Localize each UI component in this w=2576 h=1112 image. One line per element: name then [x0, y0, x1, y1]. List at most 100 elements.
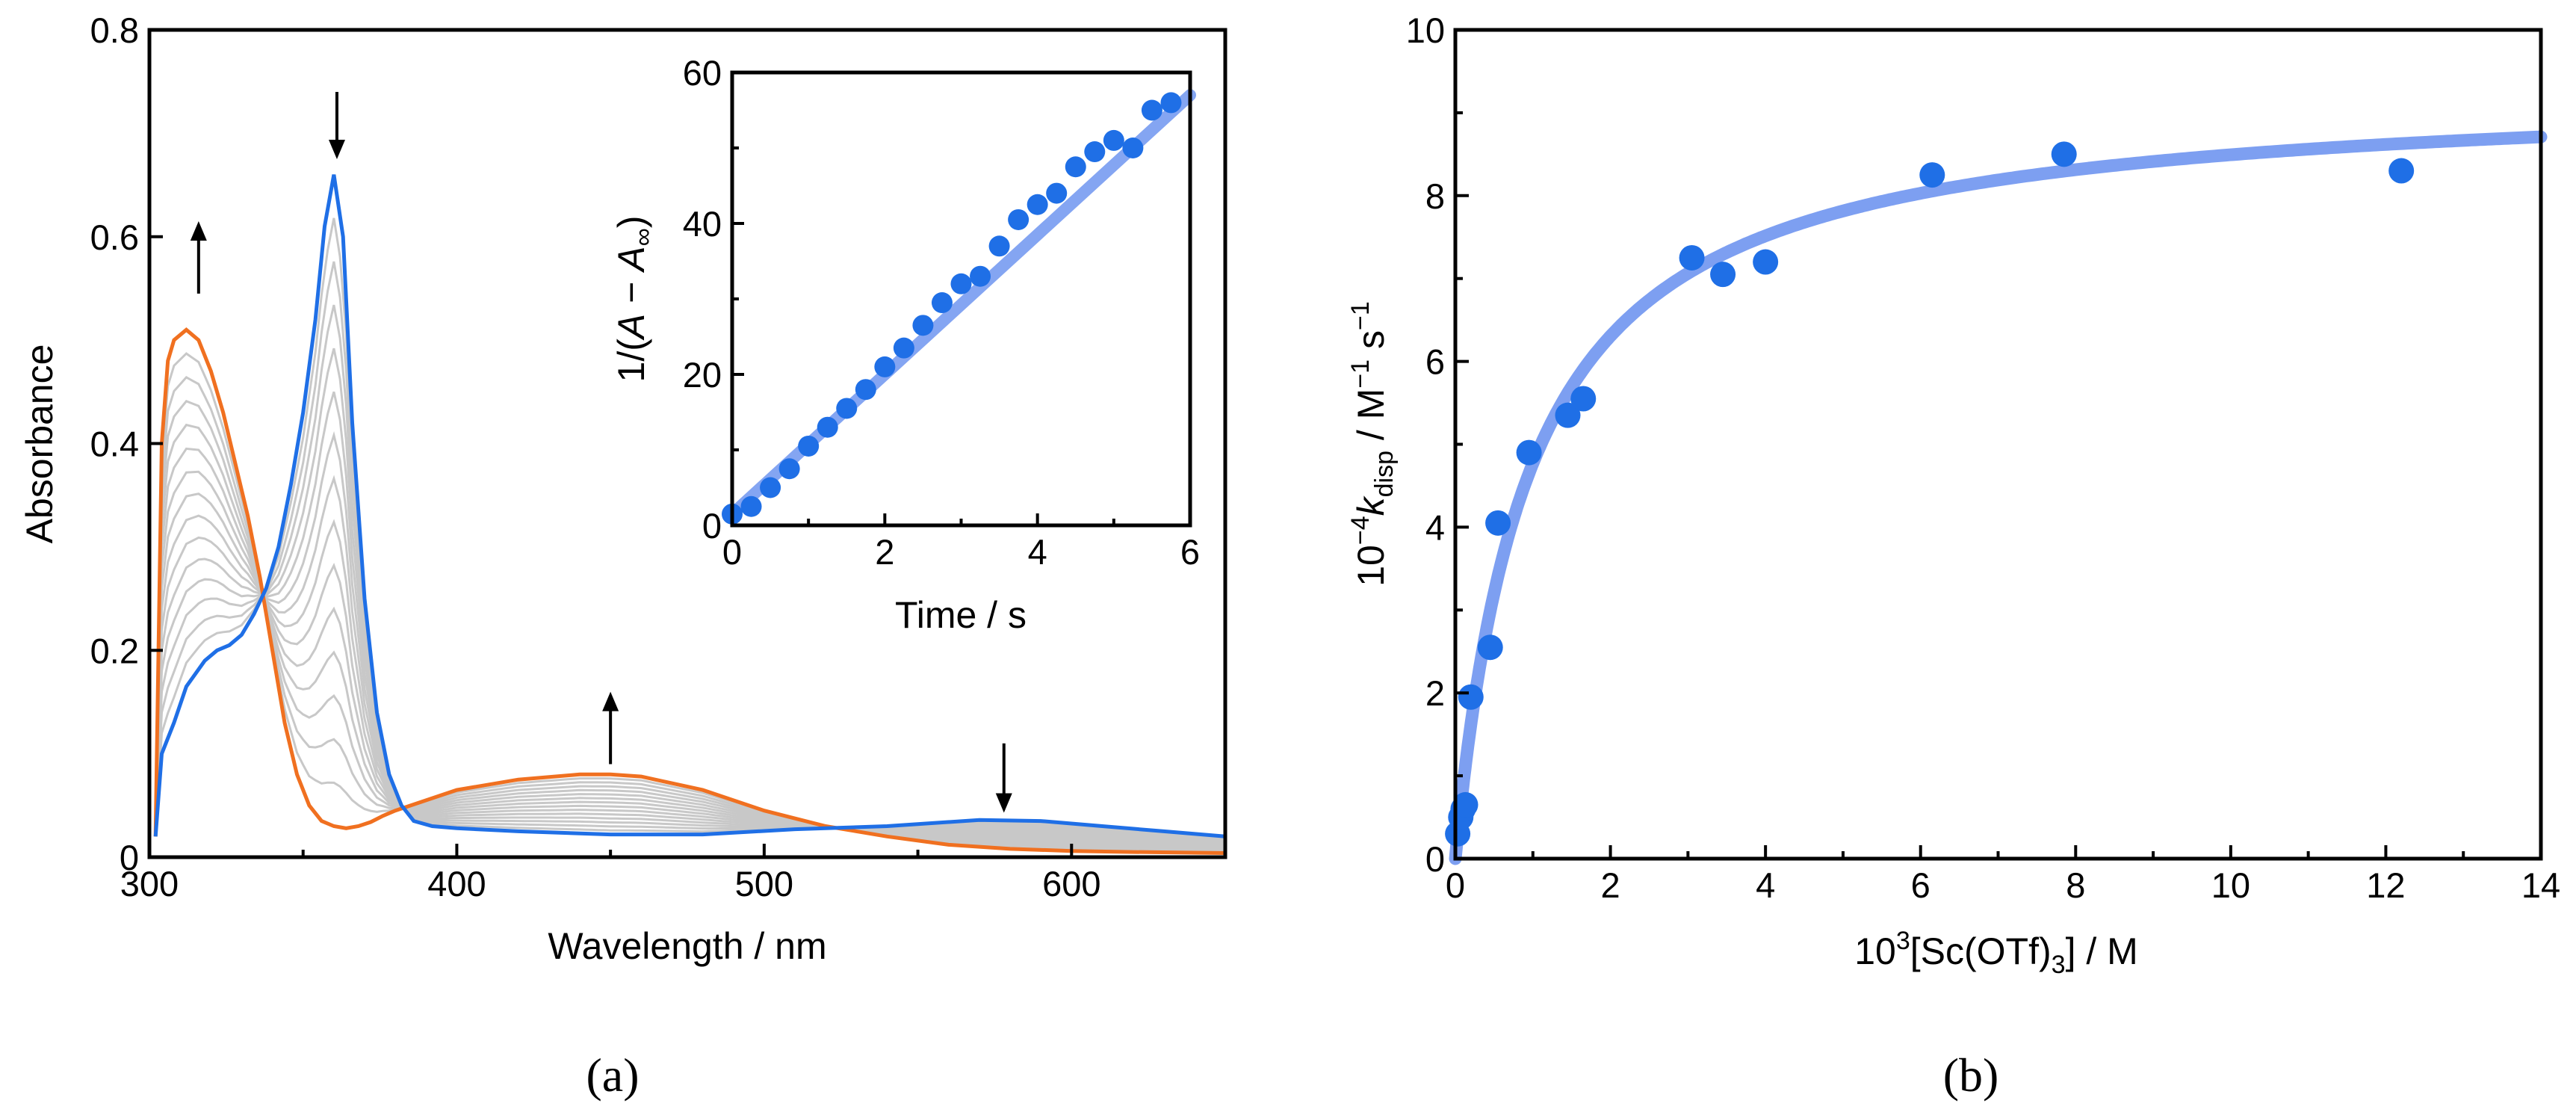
inset-data-point: [1141, 99, 1162, 121]
panel-b-x-tick-label: 2: [1601, 865, 1620, 905]
panel-b-data-point: [1919, 162, 1945, 188]
intermediate-spectrum-5: [154, 391, 1226, 844]
inset-data-point: [988, 235, 1010, 257]
intermediate-spectra: [154, 217, 1226, 853]
spectral-change-arrows: [190, 92, 1012, 813]
inset-y-tick-label: 20: [683, 355, 722, 395]
intermediate-spectrum-12: [154, 400, 1226, 851]
inset-x-tick-label: 2: [875, 532, 894, 572]
panel-b-data-point: [2388, 158, 2415, 184]
panel-b-data-point: [1485, 510, 1511, 536]
panel-a-x-tick-label: 300: [120, 864, 179, 904]
inset-data-point: [1008, 208, 1030, 230]
inset-data-point: [1027, 194, 1048, 215]
panel-a-x-tick-label: 500: [735, 864, 793, 904]
panel-b-data-point: [1452, 791, 1479, 818]
inset-data-point: [912, 315, 934, 336]
panel-a-x-ticks: 300 400 500 600: [120, 844, 1100, 904]
inset-x-tick-label: 0: [722, 532, 742, 572]
panel-b-x-ticks: 0 2 4 6 8 10 12 14: [1446, 845, 2560, 905]
inset-data-point: [855, 379, 876, 401]
inset-x-tick-label: 6: [1180, 532, 1200, 572]
inset-data-point: [817, 416, 838, 438]
arrow-down-2: [328, 92, 345, 159]
inset-data-point: [836, 398, 858, 419]
inset-x-ticks: 0 2 4 6: [722, 513, 1200, 572]
initial-spectrum-line: [153, 174, 1226, 838]
inset-data-point: [931, 292, 953, 314]
inset-data-point: [1065, 156, 1086, 178]
panel-a-spectra: 300 400 500 600 00.20.40.60.8 Wavelength / …: [19, 10, 1227, 1102]
panel-b-y-tick-label: 4: [1425, 507, 1445, 547]
panel-b-x-axis-label: 103[Sc(OTf)3] / M: [1854, 927, 2138, 979]
inset-data-point: [1122, 138, 1144, 158]
inset-y-ticks: 0 20 40 60: [683, 53, 744, 546]
inset-data-point: [1084, 141, 1106, 163]
saturation-fit-curve: [1449, 130, 2548, 865]
panel-b-data-point: [1477, 634, 1503, 661]
panel-a-y-ticks: 0 0.2 0.4 0.6 0.8: [90, 10, 163, 877]
inset-data-point: [740, 495, 762, 517]
inset-data-point: [970, 265, 991, 287]
panel-b-y-ticks: 0 2 4 6 8 10: [1406, 10, 1469, 879]
panel-b-data-point: [1555, 402, 1581, 428]
panel-b-y-tick-label: 8: [1425, 176, 1445, 216]
panel-a-y-tick-label: 0.2: [90, 631, 139, 670]
panel-a-x-tick-label: 400: [427, 864, 486, 904]
inset-data-point: [798, 435, 820, 457]
intermediate-spectrum-2: [154, 261, 1226, 840]
intermediate-spectrum-10: [154, 447, 1226, 849]
panel-a-x-tick-label: 600: [1042, 864, 1100, 904]
arrow-up-3: [602, 691, 619, 764]
panel-b-x-tick-label: 6: [1911, 865, 1931, 905]
panel-b-data-point: [1570, 386, 1597, 412]
panel-a-y-axis-label: Absorbance: [19, 345, 61, 544]
panel-b-y-axis-label: 10−4kdisp / M−1 s−1: [1346, 301, 1399, 587]
intermediate-spectrum-8: [154, 492, 1226, 847]
inset-x-axis-label: Time / s: [895, 594, 1027, 636]
panel-b-y-tick-label: 0: [1425, 839, 1445, 879]
inset-x-tick-label: 4: [1028, 532, 1047, 572]
panel-b-x-tick-label: 0: [1446, 865, 1465, 905]
intermediate-spectrum-14: [154, 352, 1226, 853]
inset-data-point: [1103, 129, 1124, 151]
intermediate-spectrum-7: [154, 475, 1226, 846]
inset-y-tick-label: 60: [683, 53, 722, 93]
panel-b-y-tick-label: 6: [1425, 342, 1445, 382]
inset-y-tick-label: 40: [683, 204, 722, 244]
panel-b-x-tick-label: 14: [2521, 865, 2560, 905]
inset-y-axis-label: 1/(A − A∞): [610, 216, 657, 383]
panel-a-y-tick-label: 0.6: [90, 217, 139, 257]
panel-b-data-point: [1753, 249, 1779, 275]
panel-b-x-tick-label: 10: [2211, 865, 2250, 905]
panel-b-data-point: [1710, 262, 1736, 288]
inset-data-point: [893, 337, 914, 359]
inset-data-point: [1160, 92, 1182, 114]
panel-b-x-tick-label: 12: [2366, 865, 2405, 905]
inset-data-point: [760, 477, 781, 498]
panel-b-frame: [1453, 28, 2543, 861]
panel-b-data-point: [1516, 439, 1542, 466]
inset-data-point: [778, 458, 800, 480]
panel-a-y-tick-label: 0: [120, 838, 139, 877]
arrow-up-1: [190, 220, 207, 294]
panel-a-y-tick-label: 0.8: [90, 10, 139, 50]
inset-data-points: [722, 92, 1182, 525]
panel-b-data-points: [1445, 141, 2415, 847]
inset-y-tick-label: 0: [702, 506, 722, 546]
inset-data-point: [1046, 182, 1068, 204]
panel-b-kinetics: 0 2 4 6 8 10 12 14 0 2 4 6 8 10 103[Sc(OTf)3] / M 10…: [1346, 10, 2560, 1102]
inset-kinetics-plot: 0 2 4 6 0 20 40 60 Time / s 1/(A − A∞): [610, 53, 1200, 636]
arrow-down-4: [995, 743, 1012, 813]
intermediate-spectrum-11: [154, 423, 1226, 850]
panel-b-x-tick-label: 4: [1756, 865, 1775, 905]
panel-b-data-point: [1458, 684, 1484, 710]
intermediate-spectrum-3: [154, 304, 1226, 841]
panel-a-x-axis-label: Wavelength / nm: [548, 925, 826, 967]
panel-a-caption: (a): [586, 1048, 639, 1102]
intermediate-spectrum-9: [154, 470, 1226, 848]
intermediate-spectrum-4: [154, 348, 1226, 842]
panel-b-data-point: [1679, 244, 1705, 271]
final-spectrum-line: [153, 327, 1226, 855]
